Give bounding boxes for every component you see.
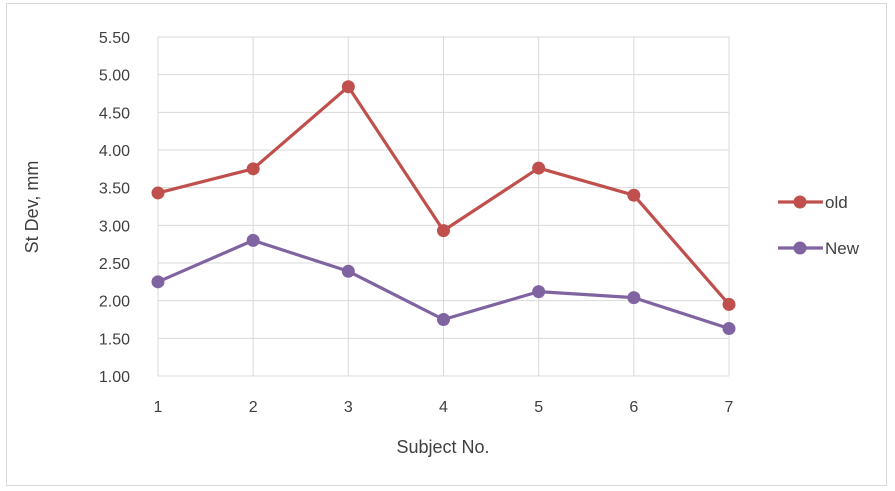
data-point [246,233,260,247]
data-point [532,161,546,175]
y-tick-label: 4.50 [99,105,130,122]
series-old [151,80,736,311]
legend-item-new: New [778,239,860,258]
legend-label: old [825,193,848,212]
x-tick-label: 3 [344,399,353,416]
y-tick-labels: 1.00 1.50 2.00 2.50 3.00 3.50 4.00 4.50 5.00 5.50 [99,30,130,386]
y-tick-label: 5.00 [99,68,130,85]
y-tick-label: 4.00 [99,143,130,160]
y-tick-label: 1.00 [99,369,130,386]
legend: old New [778,193,860,258]
x-tick-label: 5 [534,399,543,416]
data-point [437,224,450,238]
data-point [341,80,355,94]
x-tick-label: 2 [249,399,258,416]
data-point [722,322,736,336]
grid-lines [157,36,730,377]
x-tick-labels: 1 2 3 4 5 6 7 [154,399,734,416]
data-point [722,297,736,311]
y-axis-title: St Dev, mm [22,161,42,254]
legend-marker [793,195,807,209]
x-tick-label: 1 [154,399,163,416]
legend-label: New [825,239,860,258]
legend-item-old: old [778,193,848,212]
series-group [151,80,736,336]
y-tick-label: 2.50 [99,256,130,273]
legend-marker [793,241,807,255]
series-new [151,233,736,336]
x-axis-title: Subject No. [396,437,489,457]
y-tick-label: 3.50 [99,181,130,198]
data-point [627,188,641,202]
data-point [151,186,165,200]
data-point [532,285,546,299]
y-tick-label: 2.00 [99,294,130,311]
x-tick-label: 4 [439,399,448,416]
y-tick-label: 5.50 [99,30,130,47]
x-tick-label: 7 [725,399,734,416]
data-point [627,291,641,305]
data-point [151,275,165,289]
y-tick-label: 3.00 [99,218,130,235]
data-point [437,313,450,326]
y-tick-label: 1.50 [99,331,130,348]
chart-frame [6,3,887,486]
data-point [246,162,260,176]
data-point [341,264,355,278]
x-tick-label: 6 [629,399,638,416]
